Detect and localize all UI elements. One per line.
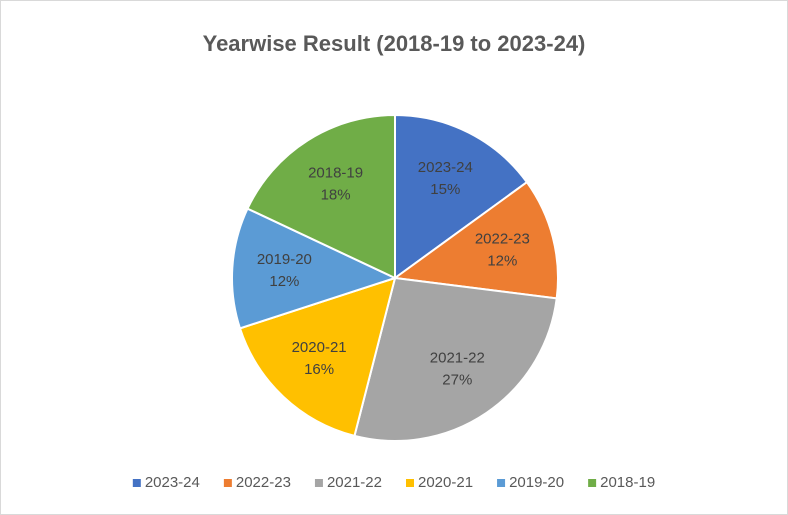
- legend-label: 2020-21: [418, 474, 473, 491]
- slice-value-label: 15%: [430, 181, 460, 198]
- slice-value-label: 16%: [304, 361, 334, 378]
- legend-swatch: [132, 479, 141, 487]
- legend-swatch: [314, 479, 323, 487]
- pie-slice: [394, 113, 529, 280]
- legend-swatch: [588, 479, 597, 487]
- legend: 2023-24 2022-23 2021-22 2020-21 2019-20 2018-…: [132, 474, 655, 491]
- chart-title: Yearwise Result (2018-19 to 2023-24): [203, 31, 586, 56]
- legend-label: 2023-24: [145, 474, 200, 491]
- legend-label: 2018-19: [600, 474, 655, 491]
- pie-slice: [353, 276, 558, 442]
- slice-category-label: 2020-21: [292, 339, 347, 356]
- slice-category-label: 2018-19: [308, 164, 363, 181]
- legend-label: 2022-23: [236, 474, 291, 491]
- slice-value-label: 12%: [269, 273, 299, 290]
- legend-swatch: [223, 479, 232, 487]
- slice-category-label: 2019-20: [257, 251, 312, 268]
- slice-category-label: 2023-24: [418, 159, 473, 176]
- slice-value-label: 18%: [321, 186, 351, 203]
- slice-value-label: 12%: [487, 252, 517, 269]
- slice-category-label: 2022-23: [475, 230, 530, 247]
- legend-label: 2021-22: [327, 474, 382, 491]
- slice-value-label: 27%: [442, 372, 472, 389]
- slice-category-label: 2021-22: [430, 350, 485, 367]
- legend-label: 2019-20: [509, 474, 564, 491]
- pie-slice: [392, 180, 559, 300]
- pie-slice: [238, 276, 397, 438]
- pie-slice: [246, 113, 396, 280]
- pie-slice: [231, 207, 398, 330]
- legend-swatch: [406, 479, 414, 487]
- legend-swatch: [497, 479, 506, 487]
